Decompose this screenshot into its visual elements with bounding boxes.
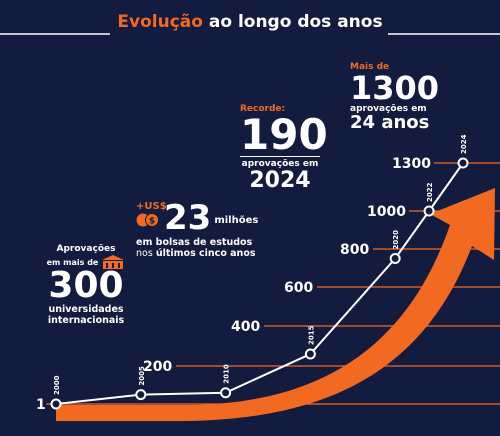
y-tick-label: 600: [284, 280, 313, 296]
data-point: [50, 398, 62, 410]
university-building-icon: [102, 255, 125, 269]
y-tick-label: 800: [340, 242, 369, 258]
grants-line2: em bolsas de estudos: [136, 237, 253, 248]
data-point: [135, 389, 147, 401]
grants-number: 23: [164, 198, 212, 238]
y-tick-label: 400: [231, 319, 260, 335]
growth-arrow-icon: [56, 188, 495, 421]
record-number: 190: [240, 110, 328, 159]
x-axis-labels: 2000 2005 2010 2015 2020 2022 2024: [53, 134, 468, 395]
univ-line4: internacionais: [47, 315, 125, 326]
x-tick-label: 2024: [460, 134, 468, 154]
record-line1: aprovações em: [240, 156, 320, 169]
callout-grants: +US$ $ 23 milhões em bolsas de estudos n…: [136, 201, 266, 259]
title-rest: ao longo dos anos: [208, 12, 383, 32]
coins-icon: $: [136, 213, 159, 227]
y-tick-label: 1000: [367, 204, 406, 220]
record-label: Recorde:: [240, 104, 286, 114]
grants-line1: milhões: [214, 215, 259, 226]
univ-line3: universidades: [48, 304, 124, 315]
univ-number: 300: [48, 265, 124, 306]
y-tick-label: 200: [143, 359, 172, 375]
data-point: [457, 157, 469, 169]
svg-text:$: $: [149, 217, 155, 227]
y-axis-labels: 1 200 400 600 800 1000 1300: [36, 156, 431, 413]
total-line1: aprovações em: [350, 104, 427, 114]
x-tick-label: 2010: [223, 364, 231, 384]
page-title: Evolução ao longo dos anos: [0, 12, 500, 32]
x-tick-label: 2015: [307, 325, 315, 345]
data-point: [423, 205, 435, 217]
data-point: [220, 387, 232, 399]
x-tick-label: 2020: [392, 230, 400, 250]
y-tick-label: 1300: [392, 156, 431, 172]
x-tick-label: 2000: [53, 375, 61, 395]
x-tick-label: 2022: [426, 182, 434, 202]
univ-line2: em mais de: [46, 257, 99, 267]
callout-total: Mais de 1300 aprovações em 24 anos: [350, 62, 440, 133]
univ-line1: Aprovações: [56, 244, 116, 254]
title-accent: Evolução: [117, 12, 203, 32]
record-year: 2024: [249, 168, 311, 193]
grants-line3a: nos: [136, 248, 153, 259]
data-point: [304, 348, 316, 360]
grants-prefix: +US$: [136, 201, 167, 212]
y-tick-label: 1: [36, 397, 46, 413]
total-number: 1300: [350, 69, 440, 107]
series-line: [50, 157, 469, 410]
data-point: [389, 253, 401, 264]
x-tick-label: 2005: [138, 366, 146, 386]
callout-universities: Aprovações em mais de 300 universidades …: [36, 244, 136, 326]
grants-line3b: últimos cinco anos: [155, 248, 256, 259]
total-label: Mais de: [350, 62, 390, 72]
callout-record: Recorde: 190 aprovações em 2024: [240, 104, 328, 193]
total-line2: 24 anos: [350, 112, 430, 133]
